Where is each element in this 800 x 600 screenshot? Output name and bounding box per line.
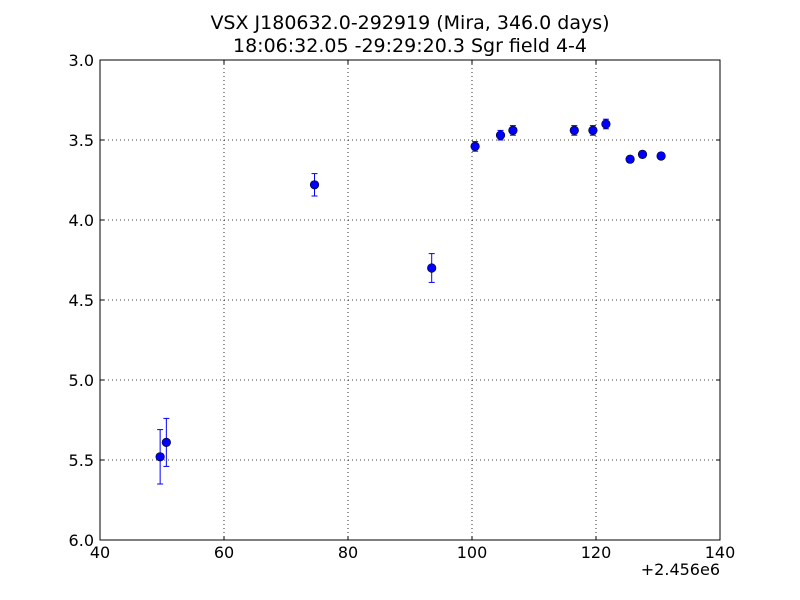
data-point bbox=[625, 154, 635, 164]
data-point bbox=[569, 125, 579, 135]
x-tick-label: 100 bbox=[457, 543, 488, 562]
data-point bbox=[161, 437, 171, 448]
data-point bbox=[588, 125, 598, 135]
y-tick-label: 4.5 bbox=[69, 291, 94, 310]
y-tick-label: 5.0 bbox=[69, 371, 94, 390]
data-point bbox=[601, 119, 611, 129]
data-point bbox=[495, 130, 506, 140]
x-axis: 40 60 80 100 120 140 bbox=[90, 60, 735, 562]
data-points bbox=[155, 119, 666, 462]
chart-subtitle: 18:06:32.05 -29:29:20.3 Sgr field 4-4 bbox=[233, 35, 587, 57]
y-axis: 3.0 3.5 4.0 4.5 5.0 5.5 6.0 bbox=[69, 51, 720, 550]
chart-title: VSX J180632.0-292919 (Mira, 346.0 days) bbox=[210, 12, 609, 34]
data-point bbox=[309, 180, 320, 190]
y-tick-label: 6.0 bbox=[69, 531, 94, 550]
data-point bbox=[508, 125, 518, 135]
data-point bbox=[427, 263, 437, 273]
x-tick-label: 140 bbox=[705, 543, 736, 562]
grid bbox=[100, 60, 720, 540]
data-point bbox=[470, 141, 480, 151]
y-tick-label: 5.5 bbox=[69, 451, 94, 470]
x-tick-label: 80 bbox=[338, 543, 358, 562]
data-point bbox=[637, 149, 648, 159]
data-point bbox=[656, 151, 666, 161]
y-tick-label: 4.0 bbox=[69, 211, 94, 230]
y-tick-label: 3.5 bbox=[69, 131, 94, 150]
x-tick-label: 40 bbox=[90, 543, 110, 562]
y-tick-label: 3.0 bbox=[69, 51, 94, 70]
x-offset-label: +2.456e6 bbox=[641, 560, 720, 579]
x-tick-label: 60 bbox=[214, 543, 234, 562]
x-tick-label: 120 bbox=[581, 543, 612, 562]
data-point bbox=[155, 452, 165, 462]
